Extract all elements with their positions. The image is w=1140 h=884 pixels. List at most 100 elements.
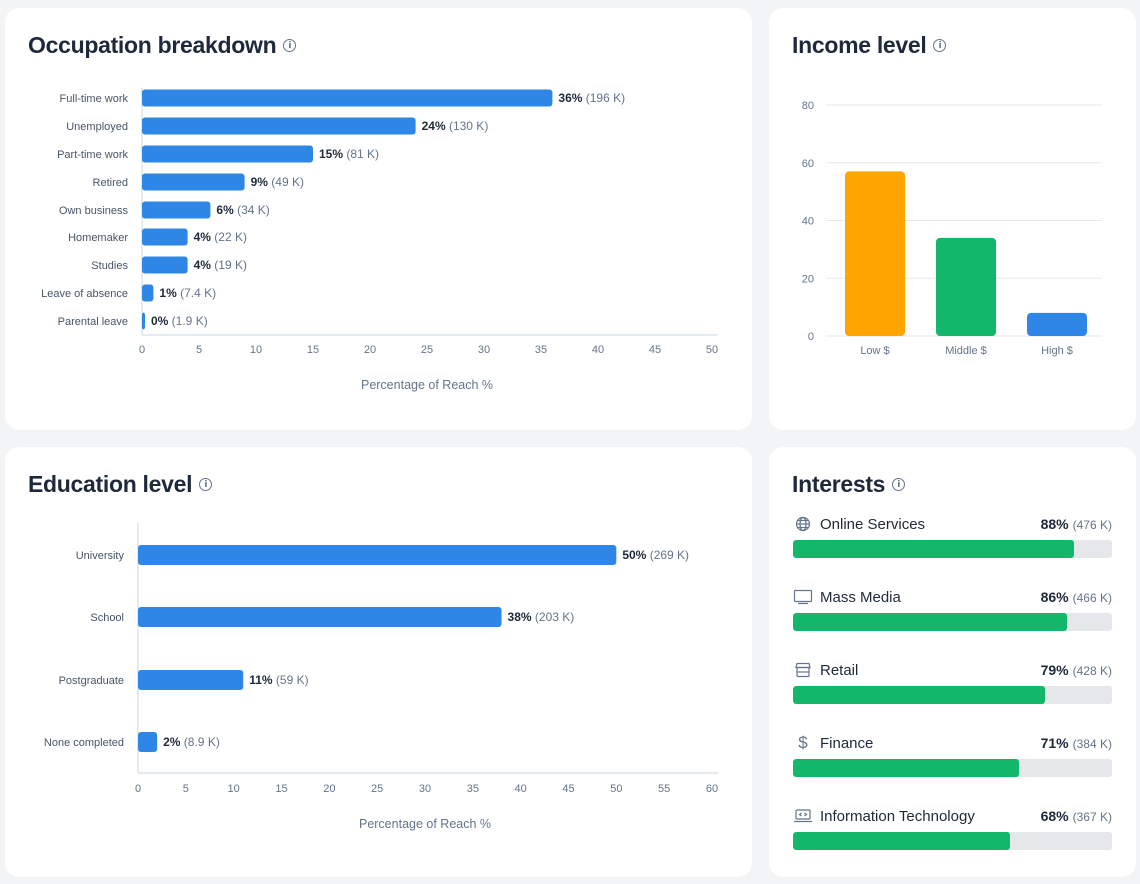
x-tick-label: 25 bbox=[371, 783, 383, 795]
data-label: 4% (19 K) bbox=[194, 258, 247, 272]
x-tick-label: 15 bbox=[275, 783, 287, 795]
info-icon[interactable]: i bbox=[283, 39, 297, 52]
pct-value: 24% bbox=[422, 119, 446, 133]
x-tick-label: 20 bbox=[323, 783, 335, 795]
x-tick-label: 10 bbox=[228, 783, 240, 795]
x-tick-label: Low $ bbox=[860, 345, 889, 357]
pct-value: 2% bbox=[163, 735, 181, 749]
category-label: Full-time work bbox=[60, 93, 129, 105]
progress-fill bbox=[793, 686, 1045, 704]
count-value: (428 K) bbox=[1072, 664, 1112, 678]
pct-value: 50% bbox=[622, 548, 646, 562]
monitor-icon bbox=[793, 587, 813, 607]
income-card: Income level i 0 20 40 60 80 Low $ Middle $ High… bbox=[769, 8, 1136, 430]
bar bbox=[142, 256, 188, 274]
count-value: (7.4 K) bbox=[177, 286, 216, 300]
x-tick-label: 50 bbox=[610, 783, 622, 795]
interests-card: Interests i Online Services 88% (476 K) Mass… bbox=[769, 447, 1136, 877]
count-value: (81 K) bbox=[343, 147, 379, 161]
pct-value: 38% bbox=[508, 610, 532, 624]
x-tick-label: 60 bbox=[706, 783, 718, 795]
interest-header: Mass Media 86% (466 K) bbox=[793, 587, 1112, 607]
x-tick-label: 10 bbox=[250, 344, 262, 356]
count-value: (384 K) bbox=[1072, 737, 1112, 751]
x-axis-title: Percentage of Reach % bbox=[361, 378, 493, 392]
x-tick-label: 0 bbox=[135, 783, 141, 795]
progress-track bbox=[793, 613, 1112, 631]
occupation-card: Occupation breakdown i 0 5 10 15 20 25 30 35 40 45… bbox=[5, 8, 752, 430]
category-label: Retired bbox=[93, 177, 128, 189]
bar bbox=[138, 545, 617, 565]
card-title: Interests i bbox=[792, 471, 906, 498]
info-icon[interactable]: i bbox=[199, 478, 213, 491]
bar bbox=[142, 284, 154, 302]
x-tick-label: 0 bbox=[139, 344, 145, 356]
pct-value: 9% bbox=[251, 175, 269, 189]
x-tick-label: 5 bbox=[183, 783, 189, 795]
count-value: (130 K) bbox=[446, 119, 489, 133]
pct-value: 68% bbox=[1040, 808, 1069, 824]
data-label: 36% (196 K) bbox=[558, 91, 625, 105]
data-label: 1% (7.4 K) bbox=[159, 286, 216, 300]
category-label: Unemployed bbox=[66, 121, 128, 133]
bar bbox=[1027, 312, 1087, 336]
category-label: Homemaker bbox=[68, 232, 128, 244]
dollar-icon: $ bbox=[798, 733, 808, 752]
pct-value: 6% bbox=[216, 203, 234, 217]
count-value: (1.9 K) bbox=[168, 314, 207, 328]
title-text: Occupation breakdown bbox=[28, 32, 277, 58]
category-label: None completed bbox=[44, 737, 124, 749]
y-tick-label: 80 bbox=[802, 100, 814, 112]
title-text: Interests bbox=[792, 471, 886, 497]
x-tick-label: 40 bbox=[592, 344, 604, 356]
progress-track bbox=[793, 540, 1112, 558]
bar bbox=[936, 237, 996, 336]
interest-item: Information Technology 68% (367 K) bbox=[793, 806, 1112, 850]
data-label: 50% (269 K) bbox=[622, 548, 689, 562]
data-label: 15% (81 K) bbox=[319, 147, 379, 161]
bar bbox=[142, 312, 145, 330]
count-value: (8.9 K) bbox=[180, 735, 219, 749]
interest-pct: 88% (476 K) bbox=[1041, 516, 1112, 532]
interest-item: Online Services 88% (476 K) bbox=[793, 514, 1112, 558]
data-label: 4% (22 K) bbox=[194, 230, 247, 244]
bar bbox=[142, 173, 245, 191]
interest-label: Retail bbox=[820, 661, 859, 679]
category-label: Postgraduate bbox=[59, 675, 124, 687]
y-tick-label: 60 bbox=[802, 158, 814, 170]
pct-value: 36% bbox=[558, 91, 582, 105]
bar bbox=[142, 89, 553, 107]
interest-pct: 86% (466 K) bbox=[1041, 589, 1112, 605]
x-tick-label: 30 bbox=[419, 783, 431, 795]
bar bbox=[138, 732, 158, 752]
store-icon bbox=[793, 660, 813, 680]
interest-label: Information Technology bbox=[820, 807, 975, 825]
interest-label: Finance bbox=[820, 734, 874, 752]
x-tick-label: 35 bbox=[535, 344, 547, 356]
count-value: (466 K) bbox=[1072, 591, 1112, 605]
bar bbox=[845, 171, 905, 336]
count-value: (59 K) bbox=[273, 673, 309, 687]
data-label: 2% (8.9 K) bbox=[163, 735, 220, 749]
interest-header: $ Finance 71% (384 K) bbox=[793, 733, 1112, 753]
count-value: (22 K) bbox=[211, 230, 247, 244]
education-card: Education level i 0 5 10 15 20 25 30 35 40 45 50 55 6… bbox=[5, 447, 752, 877]
interest-label: Online Services bbox=[820, 515, 926, 533]
data-label: 9% (49 K) bbox=[251, 175, 304, 189]
info-icon[interactable]: i bbox=[892, 478, 906, 491]
interest-pct: 68% (367 K) bbox=[1041, 808, 1112, 824]
pct-value: 4% bbox=[194, 230, 212, 244]
progress-fill bbox=[793, 540, 1074, 558]
category-label: Part-time work bbox=[57, 149, 128, 161]
card-title: Income level i bbox=[792, 32, 947, 59]
count-value: (269 K) bbox=[646, 548, 689, 562]
occupation-chart: 0 5 10 15 20 25 30 35 40 45 50 Percentage of Reach … bbox=[41, 88, 718, 392]
progress-track bbox=[793, 832, 1112, 850]
data-label: 0% (1.9 K) bbox=[151, 314, 208, 328]
bar bbox=[142, 228, 188, 246]
category-label: Parental leave bbox=[58, 316, 128, 328]
info-icon[interactable]: i bbox=[933, 39, 947, 52]
interest-item: Retail 79% (428 K) bbox=[793, 660, 1112, 704]
laptop-code-icon bbox=[793, 806, 813, 826]
data-label: 38% (203 K) bbox=[508, 610, 575, 624]
